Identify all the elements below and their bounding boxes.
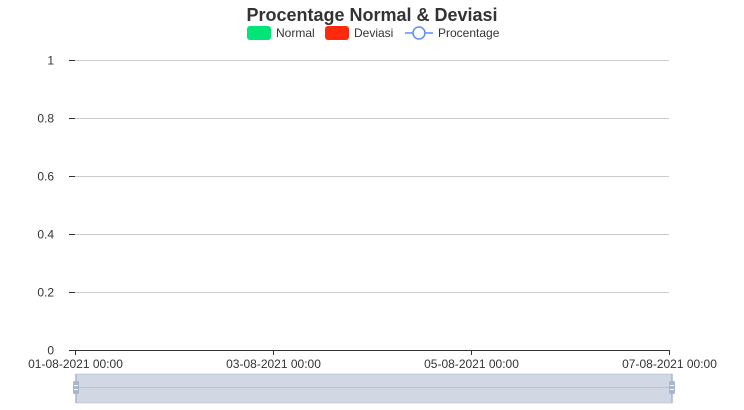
legend: Normal Deviasi Procentage [247, 26, 500, 40]
legend-swatch-deviasi [325, 26, 349, 40]
legend-item-normal[interactable]: Normal [247, 26, 315, 40]
y-tick-label: 0.6 [37, 170, 54, 184]
data-zoom-handle-right[interactable] [669, 374, 675, 403]
x-axis: 01-08-2021 00:00 03-08-2021 00:00 05-08-20… [28, 350, 717, 371]
legend-swatch-normal [247, 26, 271, 40]
y-tick-label: 0.4 [37, 228, 54, 242]
legend-marker-procentage [412, 26, 426, 40]
grid-lines [75, 60, 669, 293]
y-tick-label: 0.8 [37, 112, 54, 126]
x-tick-label: 05-08-2021 00:00 [424, 357, 519, 371]
y-axis: 0 0.2 0.4 0.6 0.8 1 [37, 54, 75, 358]
data-zoom-slider[interactable] [73, 373, 675, 404]
chart-title: Procentage Normal & Deviasi [246, 5, 497, 25]
y-tick-label: 0.2 [37, 286, 54, 300]
x-tick-label: 07-08-2021 00:00 [622, 357, 717, 371]
data-zoom-range[interactable] [75, 373, 673, 404]
legend-item-deviasi[interactable]: Deviasi [325, 26, 393, 40]
data-zoom-handle-left[interactable] [73, 374, 79, 403]
x-tick-label: 03-08-2021 00:00 [226, 357, 321, 371]
legend-label-normal: Normal [276, 26, 315, 40]
x-tick-label: 01-08-2021 00:00 [28, 357, 123, 371]
y-tick-label: 0 [47, 344, 54, 358]
legend-item-procentage[interactable]: Procentage [405, 26, 500, 40]
legend-label-procentage: Procentage [438, 26, 500, 40]
y-tick-label: 1 [47, 54, 54, 68]
legend-label-deviasi: Deviasi [354, 26, 393, 40]
